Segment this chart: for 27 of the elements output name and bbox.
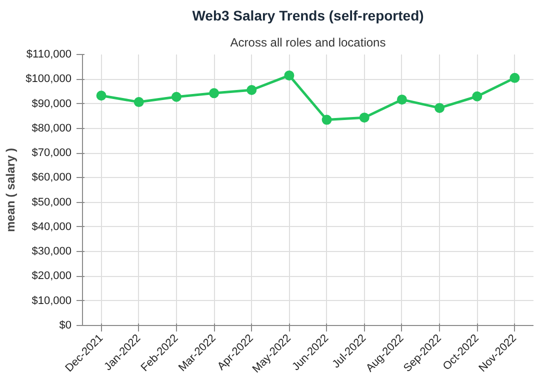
point [359, 112, 370, 123]
y-axis-title: mean ( salary ) [4, 148, 18, 232]
y-tick-label: $40,000 [32, 220, 72, 233]
point [134, 97, 144, 108]
point [510, 72, 520, 83]
y-tick-label: $50,000 [32, 196, 72, 208]
y-tick-label: $30,000 [32, 246, 72, 258]
point [209, 88, 220, 98]
y-tick-label: $60,000 [32, 172, 72, 184]
point [284, 70, 294, 80]
y-tick-label: $10,000 [32, 294, 72, 307]
y-tick-label: $20,000 [32, 270, 72, 282]
point [396, 94, 407, 105]
point [96, 90, 106, 101]
point [322, 114, 332, 125]
chart-title: Web3 Salary Trends (self-reported) [192, 8, 424, 24]
y-tick-label: $70,000 [32, 147, 72, 160]
chart-subtitle: Across all roles and locations [230, 36, 386, 50]
y-tick-label: $0 [59, 320, 72, 332]
point [434, 102, 445, 113]
point [472, 91, 482, 102]
point [171, 92, 182, 102]
y-tick-label: $80,000 [32, 122, 72, 134]
y-tick-label: $100,000 [26, 73, 72, 86]
y-tick-label: $90,000 [32, 98, 72, 110]
y-tick-label: $110,000 [26, 48, 72, 60]
point [246, 84, 257, 95]
